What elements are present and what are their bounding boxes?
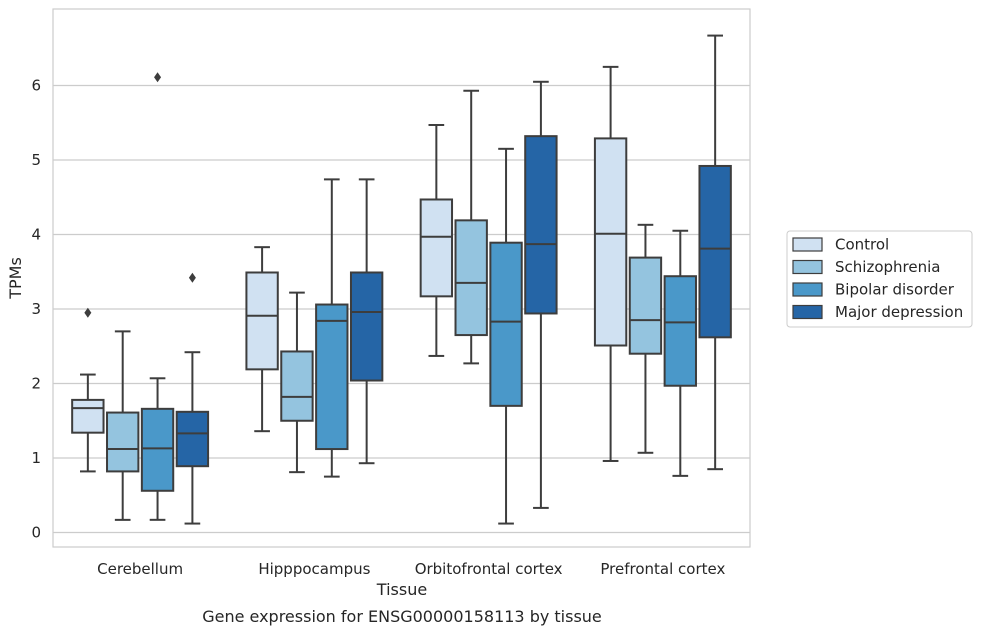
- y-tick-label-6: 6: [31, 77, 41, 95]
- box-control: [245, 246, 279, 433]
- legend-label: Bipolar disorder: [835, 281, 955, 299]
- box-schizophrenia: [454, 89, 488, 365]
- boxes: [71, 34, 732, 525]
- box-iqr: [628, 256, 663, 355]
- y-tick-label-1: 1: [31, 449, 41, 467]
- box-iqr: [245, 271, 279, 371]
- y-tick-labels: 0 1 2 3 4 5 6: [31, 77, 41, 542]
- box-control: [71, 307, 105, 473]
- box-iqr: [280, 350, 314, 422]
- box-control: [593, 65, 628, 462]
- box-iqr: [71, 398, 105, 434]
- box-iqr: [175, 410, 210, 468]
- flier-point: [188, 272, 196, 283]
- y-axis-title: TPMs: [6, 257, 25, 300]
- x-tick-label: Cerebellum: [97, 560, 183, 578]
- box-iqr: [489, 241, 523, 407]
- box-major-depression: [349, 178, 384, 465]
- box-iqr: [524, 135, 558, 315]
- legend-label: Major depression: [835, 303, 963, 321]
- x-axis-title: Tissue: [376, 580, 427, 599]
- chart-caption: Gene expression for ENSG00000158113 by t…: [202, 607, 602, 626]
- box-iqr: [454, 219, 488, 337]
- box-iqr: [663, 275, 697, 387]
- flier-point: [84, 307, 92, 318]
- legend-label: Schizophrenia: [835, 258, 940, 276]
- y-tick-label-2: 2: [31, 375, 41, 393]
- box-iqr: [106, 411, 140, 473]
- x-tick-label: Prefrontal cortex: [600, 560, 725, 578]
- box-major-depression: [524, 80, 558, 509]
- box-bipolar-disorder: [140, 72, 175, 521]
- x-tick-labels: Cerebellum Hipppocampus Orbitofrontal cort…: [97, 560, 725, 578]
- box-major-depression: [698, 34, 732, 471]
- y-tick-label-0: 0: [31, 524, 41, 542]
- box-bipolar-disorder: [489, 147, 523, 525]
- flier-point: [154, 72, 162, 83]
- x-tick-label: Hipppocampus: [258, 560, 370, 578]
- box-iqr: [140, 407, 175, 492]
- box-iqr: [698, 164, 732, 339]
- box-control: [419, 123, 454, 357]
- box-bipolar-disorder: [315, 178, 349, 478]
- legend-frame: [786, 230, 973, 328]
- legend-swatch: [792, 304, 823, 320]
- box-iqr: [593, 137, 628, 347]
- legend-swatch: [792, 259, 823, 275]
- box-iqr: [349, 271, 384, 382]
- box-schizophrenia: [106, 330, 140, 521]
- box-major-depression: [175, 272, 210, 525]
- legend-label: Control: [835, 236, 889, 254]
- y-tick-label-4: 4: [31, 226, 41, 244]
- legend-swatch: [792, 237, 823, 252]
- box-schizophrenia: [628, 223, 663, 454]
- plot-frame: [52, 8, 751, 548]
- box-schizophrenia: [280, 291, 314, 474]
- y-tick-label-3: 3: [31, 300, 41, 318]
- box-iqr: [315, 303, 349, 451]
- legend: Control Schizophrenia Bipolar disorder Majo…: [786, 230, 973, 328]
- x-tick-label: Orbitofrontal cortex: [415, 560, 563, 578]
- y-tick-label-5: 5: [31, 151, 41, 169]
- box-bipolar-disorder: [663, 229, 697, 477]
- box-iqr: [419, 198, 454, 298]
- legend-swatch: [792, 282, 823, 297]
